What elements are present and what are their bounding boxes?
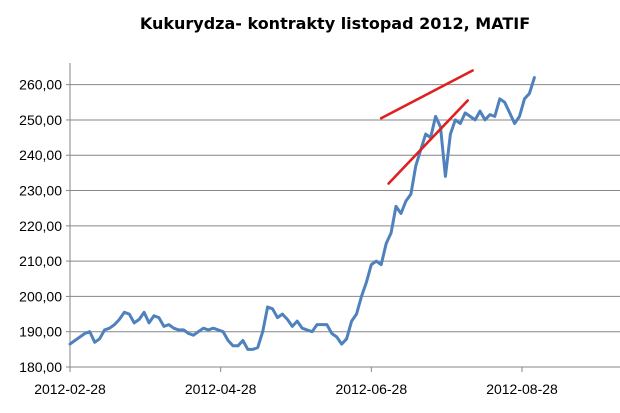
trend-line-2	[387, 99, 470, 185]
series-layer	[68, 69, 536, 351]
y-tick-label: 220,00	[19, 218, 62, 234]
y-tick-label: 250,00	[19, 112, 62, 128]
x-tick-label: 2012-04-28	[185, 381, 257, 397]
x-tick-label: 2012-06-28	[336, 381, 408, 397]
chart-title: Kukurydza- kontrakty listopad 2012, MATI…	[139, 14, 531, 33]
y-tick-label: 190,00	[19, 324, 62, 340]
y-tick-label: 260,00	[19, 77, 62, 93]
y-tick-label: 240,00	[19, 147, 62, 163]
x-tick-labels: 2012-02-28 2012-04-28 2012-06-28 2012-08-28	[34, 367, 558, 397]
y-tick-labels: 180,00 190,00 200,00 210,00 220,00 230,00 240,…	[19, 77, 70, 375]
trend-line-1	[379, 69, 474, 120]
y-tick-label: 210,00	[19, 253, 62, 269]
y-tick-label: 230,00	[19, 183, 62, 199]
y-tick-label: 200,00	[19, 288, 62, 304]
price-series-line	[68, 76, 536, 351]
x-tick-label: 2012-08-28	[486, 381, 558, 397]
gridlines	[70, 84, 620, 333]
x-tick-label: 2012-02-28	[34, 381, 106, 397]
y-tick-label: 180,00	[19, 359, 62, 375]
